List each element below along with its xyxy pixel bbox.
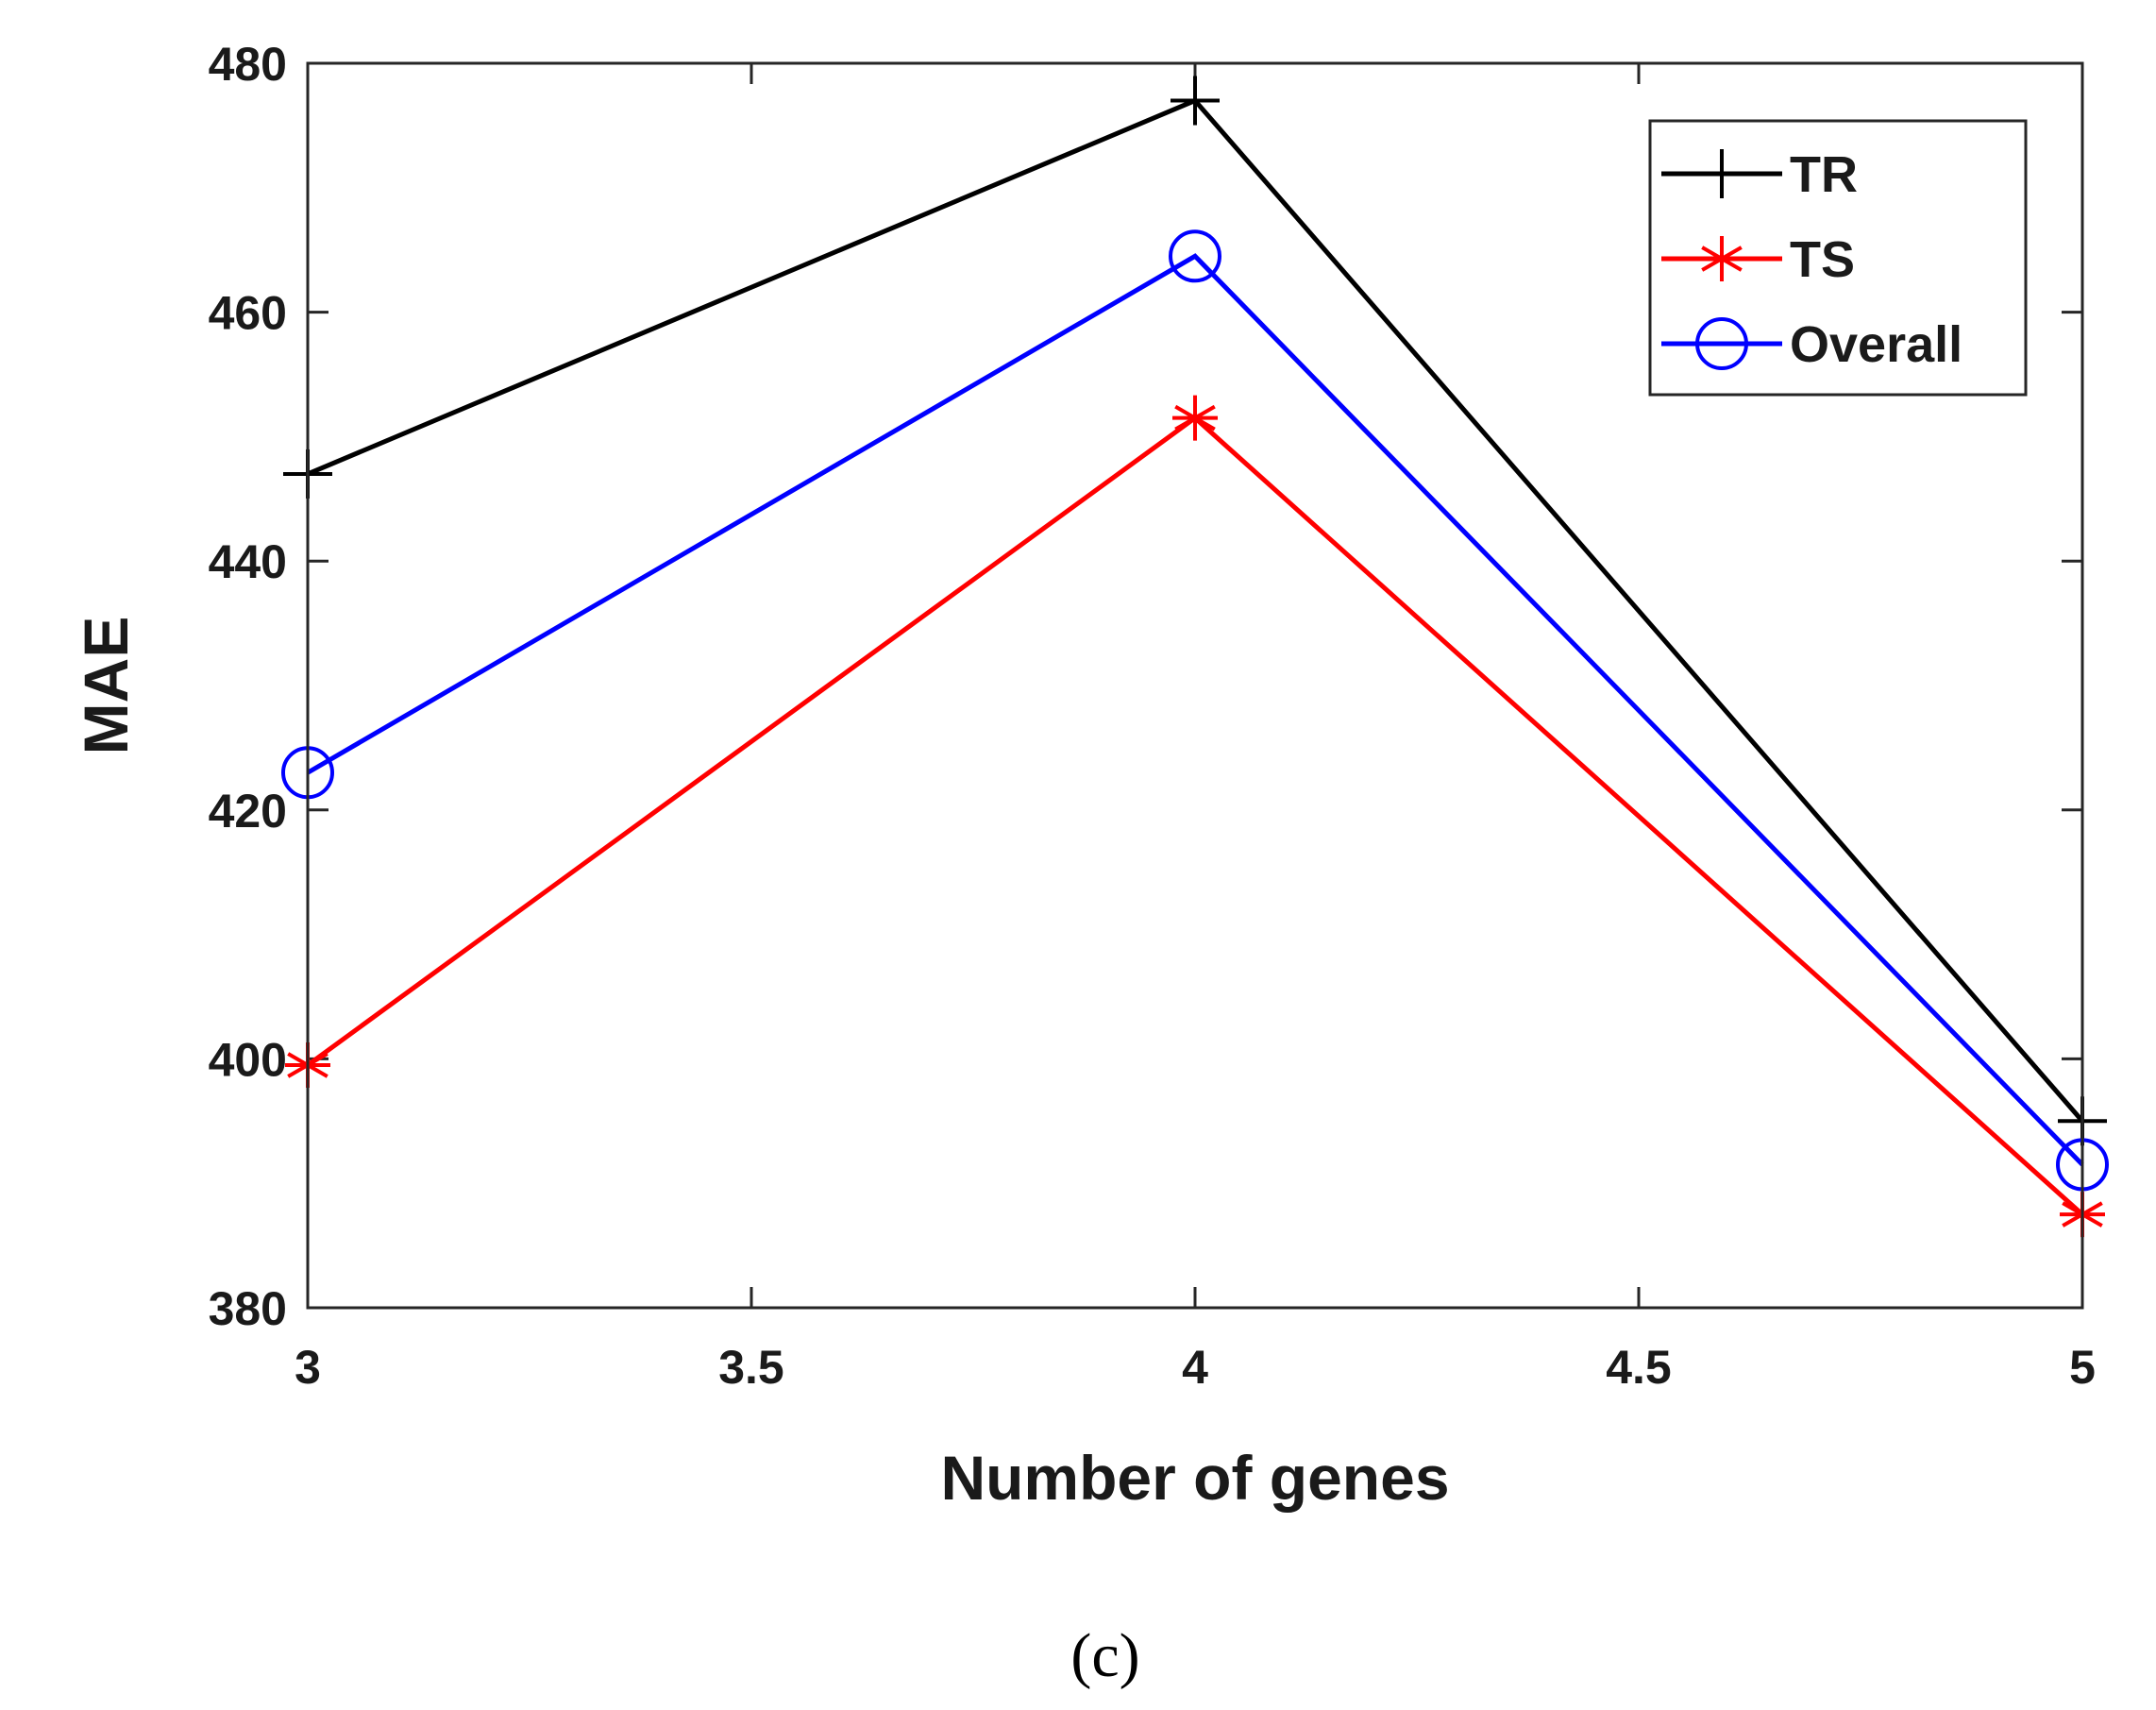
legend-marker-ts bbox=[1699, 236, 1744, 281]
ticks-layer: 3 3.5 4 4.5 5 380 400 420 440 460 480 bbox=[209, 38, 2096, 1394]
y-axis-title: MAE bbox=[71, 617, 141, 755]
y-tick-label: 420 bbox=[209, 785, 287, 838]
series-line-overall bbox=[306, 253, 2084, 1167]
x-tick-label: 3.5 bbox=[718, 1341, 784, 1394]
legend-label-overall: Overall bbox=[1790, 316, 1962, 373]
x-tick-label: 4.5 bbox=[1606, 1341, 1672, 1394]
y-tick-label: 480 bbox=[209, 38, 287, 91]
y-tick-label: 400 bbox=[209, 1033, 287, 1086]
point-tr-2 bbox=[1171, 76, 1220, 126]
figure-caption: (c) bbox=[1070, 1621, 1139, 1690]
y-tick-label: 460 bbox=[209, 287, 287, 340]
legend-marker-tr bbox=[1697, 149, 1746, 198]
x-tick-label: 5 bbox=[2069, 1341, 2096, 1394]
x-tick-label: 4 bbox=[1182, 1341, 1208, 1394]
plot-frame bbox=[306, 61, 2084, 1310]
legend-marker-overall bbox=[1695, 317, 1748, 370]
x-tick-label: 3 bbox=[295, 1341, 321, 1394]
point-overall-2 bbox=[1169, 229, 1221, 283]
point-ts-2 bbox=[1172, 395, 1218, 441]
y-tick-label: 440 bbox=[209, 535, 287, 588]
legend-label-ts: TS bbox=[1790, 231, 1855, 288]
x-axis-title: Number of genes bbox=[940, 1443, 1449, 1513]
y-tick-label: 380 bbox=[209, 1282, 287, 1335]
legend-label-tr: TR bbox=[1790, 146, 1858, 203]
legend: TR TS Overall bbox=[1648, 119, 2028, 397]
